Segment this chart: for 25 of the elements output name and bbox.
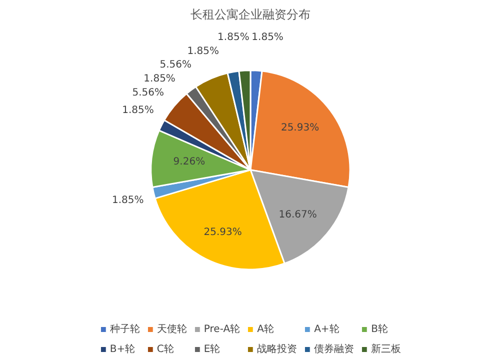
data-label: 1.85% [187,46,220,57]
legend-label: B轮 [371,323,389,336]
legend-label: 新三板 [371,342,402,356]
data-label: 1.85% [218,32,250,43]
data-label: 25.93% [204,226,242,238]
legend-label: 债券融资 [314,342,354,356]
data-label: 1.85% [144,74,176,85]
legend-label: E轮 [204,343,222,356]
legend-label: B+轮 [110,343,136,356]
legend-label: Pre-A轮 [204,323,240,336]
legend-label: C轮 [156,343,175,356]
data-label: 9.26% [173,156,206,168]
data-label: 5.56% [160,60,192,71]
legend-label: 战略投资 [257,342,298,356]
data-label: 25.93% [280,122,320,134]
legend-label: A轮 [257,323,275,336]
data-label: 1.85% [252,32,284,43]
data-label: 5.56% [132,88,164,99]
data-label: 16.67% [278,209,317,220]
legend-label: 天使轮 [156,323,187,336]
data-label: 1.85% [112,195,144,206]
data-label: 1.85% [122,104,154,116]
legend-label: 种子轮 [110,322,140,336]
legend-label: A+轮 [314,323,340,336]
chart-title: 长租公寓企业融资分布 [190,8,310,22]
